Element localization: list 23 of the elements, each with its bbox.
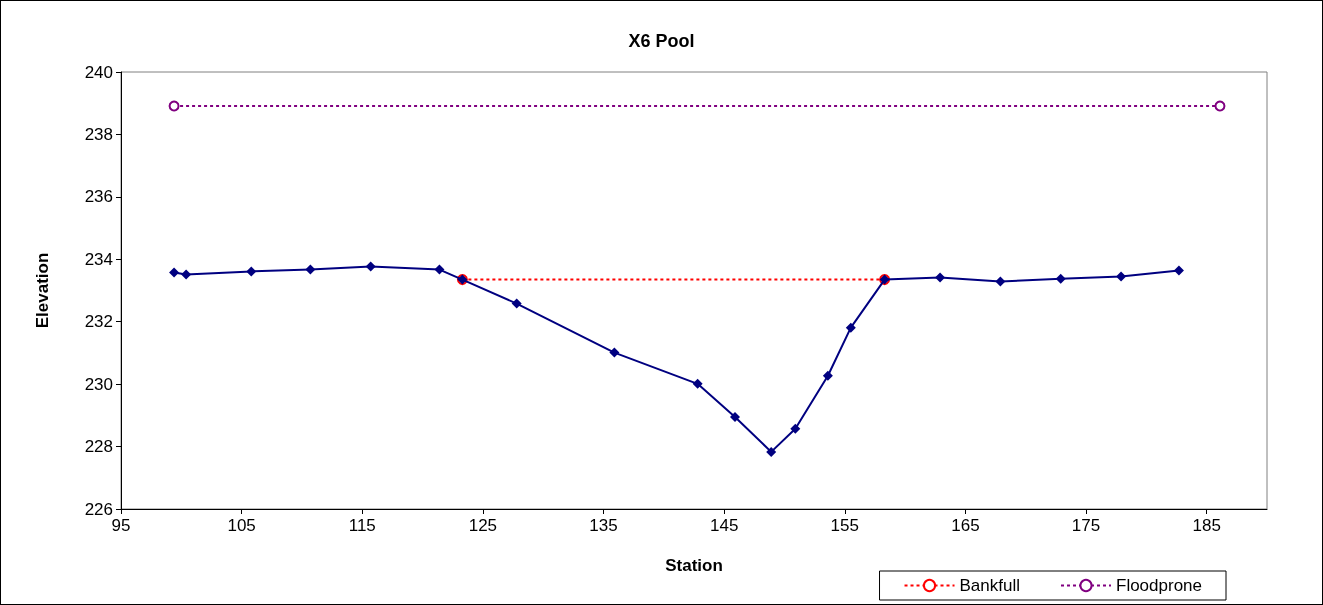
y-tick-label: 240	[84, 62, 113, 82]
y-axis-title: Elevation	[33, 252, 52, 329]
x-tick-label: 155	[830, 516, 859, 535]
y-tick-label: 230	[84, 374, 113, 394]
legend-label: Floodprone	[1116, 576, 1203, 595]
y-tick-label: 226	[84, 499, 113, 519]
y-tick-label: 234	[84, 249, 113, 269]
x-tick-label: 175	[1071, 516, 1101, 535]
y-tick-label: 228	[84, 437, 113, 457]
x-tick-label: 125	[468, 516, 498, 535]
x-tick-label: 105	[227, 516, 256, 535]
x-tick-label: 165	[951, 516, 980, 535]
x-tick-label: 135	[589, 516, 618, 535]
x-tick-label: 115	[348, 516, 376, 535]
x-tick-label: 145	[709, 516, 739, 535]
y-tick-label: 236	[84, 187, 113, 207]
x-tick-label: 95	[111, 516, 131, 535]
x-axis-title: Station	[665, 556, 723, 575]
y-tick-label: 232	[84, 312, 113, 332]
y-tick-label: 238	[84, 124, 113, 144]
x-tick-label: 185	[1192, 516, 1221, 535]
chart-title: X6 Pool	[628, 31, 695, 51]
legend-label: Bankfull	[959, 576, 1020, 595]
